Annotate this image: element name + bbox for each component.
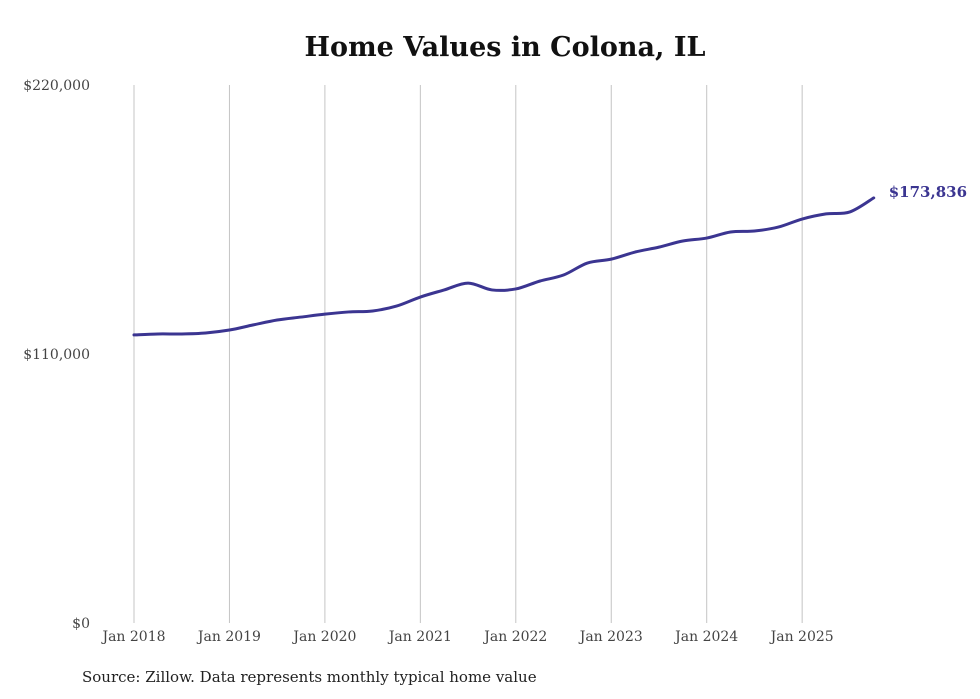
end-value-label: $173,836 — [889, 183, 967, 201]
x-tick-label: Jan 2020 — [291, 629, 356, 645]
x-tick-label: Jan 2018 — [100, 629, 165, 645]
x-tick-label: Jan 2019 — [196, 629, 261, 645]
x-tick-label: Jan 2021 — [387, 629, 452, 645]
series-line — [132, 196, 876, 337]
y-tick-label: $110,000 — [23, 347, 90, 363]
x-tick-label: Jan 2024 — [673, 629, 738, 645]
x-tick-label: Jan 2022 — [482, 629, 547, 645]
chart-title: Home Values in Colona, IL — [304, 32, 706, 63]
y-tick-label: $220,000 — [23, 78, 90, 94]
y-tick-label: $0 — [72, 616, 90, 632]
source-note: Source: Zillow. Data represents monthly … — [82, 668, 537, 686]
x-tick-label: Jan 2023 — [578, 629, 643, 645]
x-tick-label: Jan 2025 — [769, 629, 834, 645]
